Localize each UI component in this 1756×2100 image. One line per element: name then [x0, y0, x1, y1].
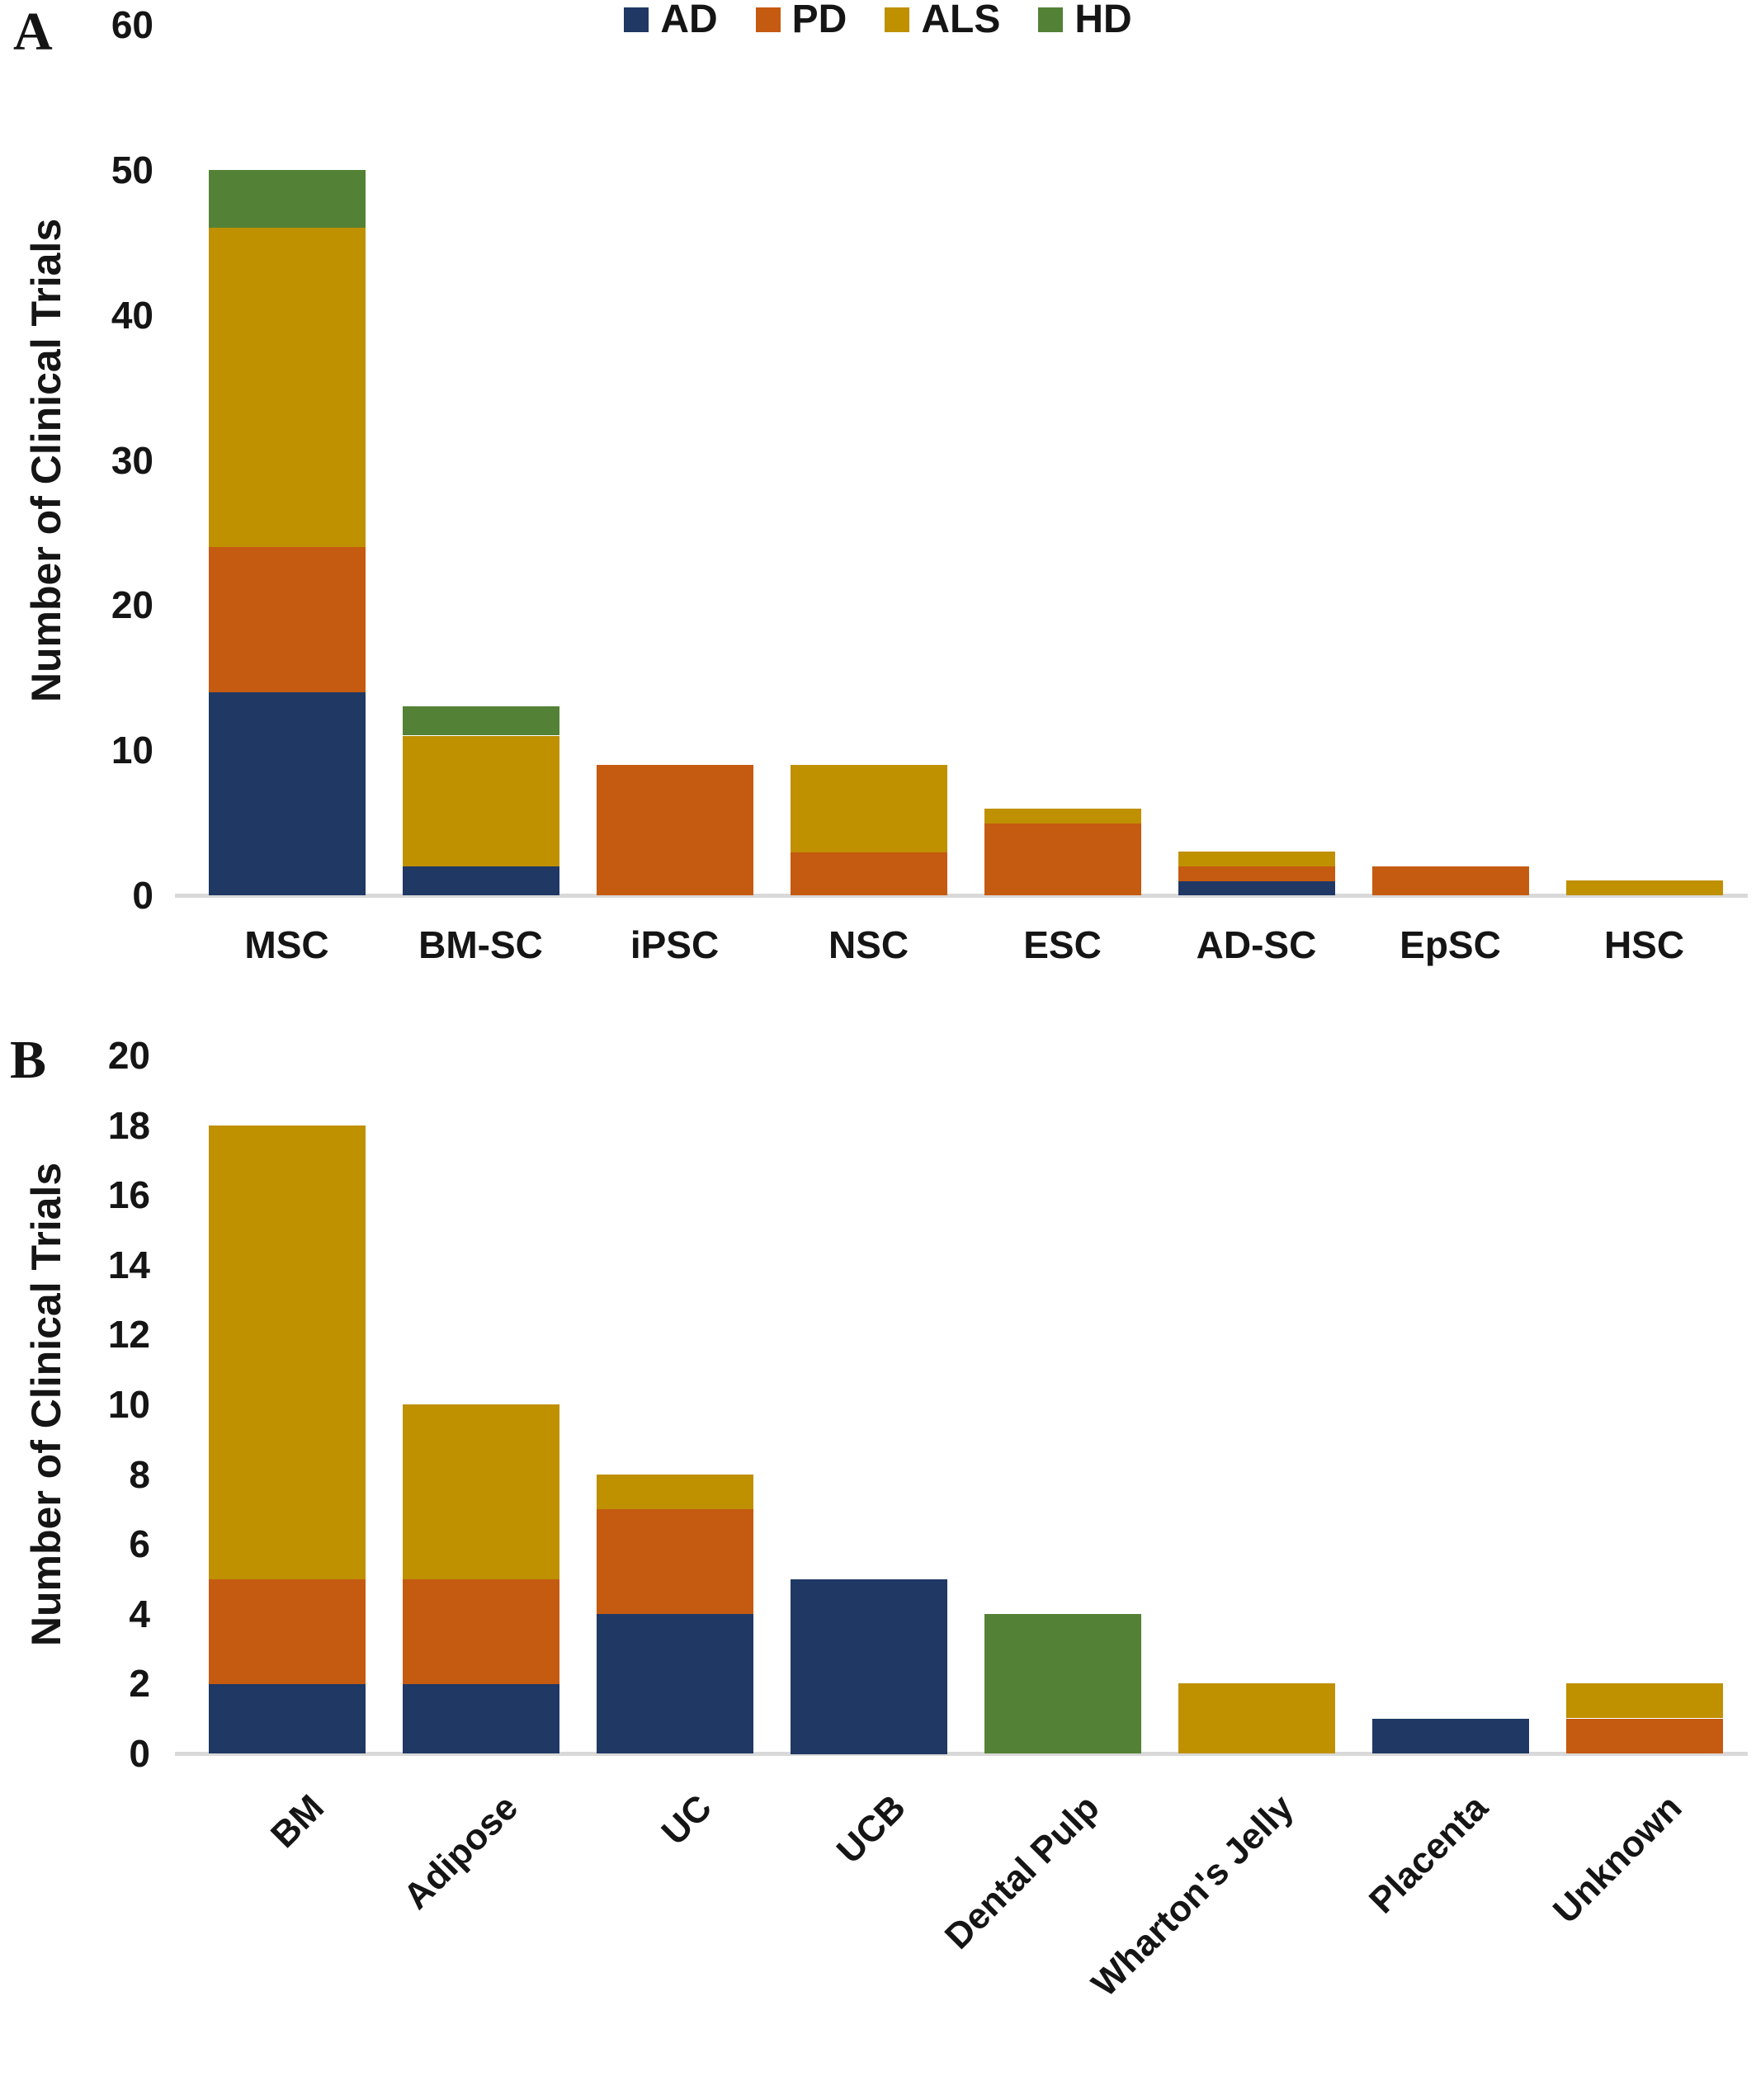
x-category-label-b: Dental Pulp — [937, 1786, 1108, 1957]
y-tick-label-b-8: 8 — [129, 1452, 150, 1496]
panel-b-label: B — [10, 1030, 47, 1090]
y-tick-label-b-4: 4 — [129, 1592, 150, 1635]
bar-segment-b-BM-PD — [209, 1579, 366, 1684]
y-tick-label-b-10: 10 — [107, 1383, 150, 1426]
bar-segment-a-AD-SC-PD — [1178, 866, 1335, 881]
y-tick-label-b-0: 0 — [129, 1732, 150, 1775]
bar-segment-b-Adipose-AD — [403, 1683, 559, 1753]
bar-segment-b-UCB-AD — [791, 1579, 947, 1754]
legend-swatch-ALS — [885, 7, 910, 32]
x-category-label-a: MSC — [244, 923, 329, 966]
bar-segment-a-HSC-ALS — [1566, 880, 1723, 895]
legend-swatch-PD — [755, 7, 781, 32]
bar-segment-b-Adipose-ALS — [403, 1404, 559, 1579]
bar-segment-b-BM-AD — [209, 1683, 366, 1753]
bar-segment-b-BM-ALS — [209, 1126, 366, 1579]
bar-segment-a-ESC-ALS — [984, 809, 1141, 823]
legend-item-PD: PD — [755, 0, 847, 41]
x-category-label-b: Placenta — [1361, 1786, 1496, 1922]
x-category-label-b: UCB — [828, 1786, 914, 1871]
x-category-label-a: ESC — [1023, 923, 1102, 966]
y-tick-label-a-10: 10 — [111, 729, 153, 772]
y-tick-label-b-6: 6 — [129, 1522, 150, 1566]
y-tick-label-b-20: 20 — [107, 1034, 150, 1077]
x-axis-line-a — [175, 894, 1748, 898]
bar-segment-b-UC-AD — [597, 1614, 753, 1753]
y-tick-label-b-18: 18 — [107, 1103, 150, 1147]
x-category-label-a: BM-SC — [418, 923, 543, 966]
x-axis-line-b — [175, 1752, 1748, 1756]
bar-segment-b-UC-ALS — [597, 1475, 753, 1509]
legend-label-PD: PD — [791, 0, 847, 41]
legend-swatch-AD — [624, 7, 649, 32]
x-category-label-a: HSC — [1603, 923, 1685, 966]
bar-segment-b-Unknown-ALS — [1566, 1683, 1723, 1718]
bar-segment-a-MSC-PD — [209, 547, 366, 692]
bar-segment-a-BM-SC-ALS — [403, 736, 559, 866]
y-tick-label-a-50: 50 — [111, 148, 153, 191]
bar-segment-a-ESC-PD — [984, 823, 1141, 895]
bar-segment-a-AD-SC-AD — [1178, 880, 1335, 895]
bar-segment-a-BM-SC-AD — [403, 866, 559, 895]
bar-segment-a-EpSC-PD — [1372, 866, 1529, 895]
y-tick-label-a-30: 30 — [111, 438, 153, 482]
bar-segment-b-UC-PD — [597, 1509, 753, 1614]
y-tick-label-a-40: 40 — [111, 293, 153, 337]
legend-swatch-HD — [1038, 7, 1064, 32]
bar-segment-b-Unknown-PD — [1566, 1719, 1723, 1753]
x-category-label-b: BM — [262, 1786, 333, 1856]
legend-item-HD: HD — [1038, 0, 1132, 41]
bar-segment-b-Adipose-PD — [403, 1579, 559, 1684]
bar-segment-b-Placenta-AD — [1372, 1719, 1529, 1753]
panel-a-label: A — [13, 2, 53, 62]
bar-segment-b-Dental Pulp-HD — [984, 1614, 1141, 1753]
legend-label-HD: HD — [1074, 0, 1132, 41]
bar-segment-a-NSC-PD — [791, 852, 947, 895]
bar-segment-a-MSC-HD — [209, 170, 366, 228]
x-category-label-a: iPSC — [630, 923, 720, 966]
x-category-label-a: AD-SC — [1196, 923, 1317, 966]
y-tick-label-b-14: 14 — [107, 1243, 150, 1286]
x-category-label-b: Unknown — [1545, 1786, 1690, 1932]
bar-segment-a-MSC-ALS — [209, 228, 366, 547]
y-tick-label-a-60: 60 — [111, 3, 153, 46]
x-category-label-b: UC — [654, 1786, 720, 1853]
bar-segment-a-NSC-ALS — [791, 765, 947, 852]
legend-item-ALS: ALS — [885, 0, 1000, 40]
y-tick-label-b-2: 2 — [129, 1662, 150, 1706]
y-tick-label-a-20: 20 — [111, 583, 153, 627]
bar-segment-a-iPSC-PD — [597, 765, 753, 895]
legend-label-ALS: ALS — [921, 0, 1001, 41]
bar-segment-b-Wharton's Jelly-ALS — [1178, 1683, 1335, 1753]
x-category-label-b: Wharton's Jelly — [1083, 1786, 1302, 2005]
bar-segment-a-AD-SC-ALS — [1178, 852, 1335, 866]
bar-segment-a-MSC-AD — [209, 692, 366, 895]
legend-item-AD: AD — [624, 0, 718, 41]
x-category-label-a: NSC — [828, 923, 909, 966]
y-tick-label-b-16: 16 — [107, 1173, 150, 1217]
chart-legend: AD PD ALS HD — [0, 0, 1756, 40]
y-tick-label-a-0: 0 — [132, 874, 153, 917]
x-category-label-b: Adipose — [395, 1786, 526, 1918]
legend-label-AD: AD — [660, 0, 718, 41]
y-tick-label-b-12: 12 — [107, 1313, 150, 1357]
x-category-label-a: EpSC — [1400, 923, 1501, 966]
bar-segment-a-BM-SC-HD — [403, 706, 559, 735]
